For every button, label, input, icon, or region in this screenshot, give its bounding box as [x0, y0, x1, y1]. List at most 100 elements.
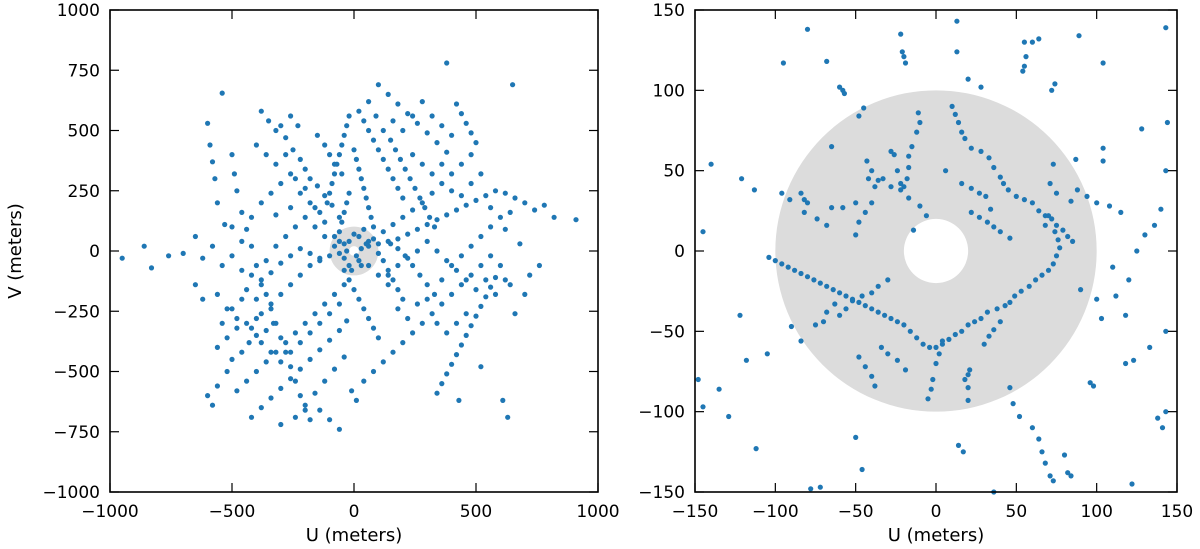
- data-point: [341, 209, 347, 215]
- data-point: [843, 306, 849, 312]
- data-point: [327, 417, 333, 423]
- data-point: [1057, 245, 1063, 251]
- data-point: [458, 111, 464, 117]
- data-point: [930, 376, 936, 383]
- left-shaded-annulus: [329, 226, 379, 276]
- data-point: [872, 184, 878, 190]
- data-point: [214, 291, 220, 297]
- data-point: [1094, 200, 1100, 206]
- y-tick-label: 1000: [57, 1, 100, 21]
- data-point: [928, 386, 934, 392]
- data-point: [824, 283, 830, 289]
- data-point: [380, 258, 386, 264]
- data-point: [358, 262, 364, 269]
- data-point: [253, 142, 259, 148]
- data-point: [888, 184, 894, 190]
- data-point: [361, 185, 367, 191]
- data-point: [297, 190, 303, 196]
- data-point: [239, 209, 245, 215]
- data-point: [968, 185, 974, 191]
- chart-right: −150 −100 −50 0 50 100 150 −150 −100 −50 0 50 100 150…: [638, 1, 1193, 546]
- data-point: [914, 129, 920, 135]
- left-y-axis-label: V (meters): [5, 203, 26, 299]
- data-point: [266, 118, 272, 124]
- data-point: [375, 241, 381, 247]
- data-point: [439, 161, 445, 167]
- data-point: [751, 187, 758, 193]
- data-point: [258, 282, 264, 288]
- data-point: [361, 226, 367, 232]
- data-point: [832, 301, 838, 307]
- data-point: [336, 250, 342, 256]
- data-point: [288, 376, 294, 382]
- data-point: [375, 82, 381, 88]
- data-point: [417, 272, 423, 278]
- data-point: [148, 265, 155, 271]
- data-point: [317, 258, 323, 264]
- data-point: [551, 214, 557, 220]
- data-point: [888, 148, 894, 154]
- data-point: [292, 378, 298, 384]
- data-point: [339, 219, 345, 225]
- data-point: [920, 341, 926, 347]
- x-tick-label: −150: [672, 502, 719, 522]
- data-point: [375, 272, 381, 278]
- data-point: [361, 306, 367, 312]
- data-point: [798, 338, 804, 344]
- data-point: [119, 255, 125, 261]
- data-point: [885, 351, 891, 357]
- data-point: [1045, 267, 1052, 273]
- data-point: [331, 243, 338, 249]
- data-point: [955, 119, 962, 126]
- data-point: [212, 176, 218, 182]
- data-point: [268, 349, 274, 355]
- data-point: [978, 148, 984, 154]
- data-point: [297, 246, 303, 252]
- data-point: [917, 203, 923, 209]
- y-tick-label: 0: [674, 242, 685, 262]
- data-point: [1052, 81, 1058, 87]
- data-point: [824, 309, 830, 315]
- data-point: [439, 180, 445, 187]
- data-point: [239, 238, 245, 244]
- data-point: [1113, 293, 1119, 299]
- data-point: [829, 205, 835, 211]
- data-point: [375, 335, 381, 341]
- data-point: [824, 222, 830, 228]
- data-point: [478, 171, 484, 177]
- data-point: [307, 356, 313, 362]
- data-point: [804, 274, 811, 280]
- data-point: [290, 147, 296, 153]
- data-point: [297, 272, 303, 278]
- data-point: [1098, 315, 1105, 322]
- data-point: [444, 212, 450, 218]
- data-point: [356, 166, 362, 172]
- data-point: [1053, 190, 1060, 196]
- data-point: [1053, 253, 1060, 259]
- data-point: [219, 320, 225, 326]
- data-point: [463, 332, 469, 338]
- data-point: [1110, 264, 1116, 270]
- data-point: [463, 202, 469, 208]
- data-point: [1129, 481, 1135, 487]
- data-point: [1036, 436, 1042, 442]
- data-point: [779, 190, 785, 196]
- data-point: [458, 193, 464, 199]
- data-point: [991, 224, 997, 230]
- data-point: [363, 195, 369, 201]
- data-point: [370, 236, 377, 242]
- data-point: [1002, 303, 1008, 309]
- data-point: [331, 233, 338, 240]
- data-point: [1164, 119, 1170, 126]
- data-point: [385, 272, 391, 278]
- data-point: [1100, 145, 1106, 151]
- data-point: [1047, 180, 1053, 187]
- data-point: [283, 340, 289, 346]
- data-point: [1050, 261, 1056, 267]
- data-point: [965, 372, 971, 378]
- data-point: [278, 421, 284, 428]
- data-point: [1118, 209, 1124, 215]
- data-point: [341, 255, 347, 261]
- data-point: [1007, 235, 1013, 241]
- data-point: [468, 130, 474, 136]
